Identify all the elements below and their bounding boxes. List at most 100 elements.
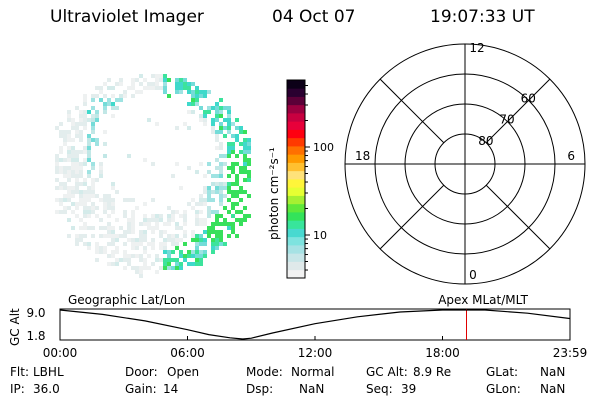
aurora-pixel bbox=[203, 114, 207, 118]
aurora-pixel bbox=[219, 174, 223, 178]
orbit-panel: Geographic Lat/Lon Apex MLat/MLT GC Alt … bbox=[8, 293, 587, 360]
aurora-pixel bbox=[139, 274, 143, 278]
aurora-pixel bbox=[199, 250, 203, 254]
aurora-pixel bbox=[143, 202, 147, 206]
aurora-pixel bbox=[151, 74, 155, 78]
aurora-pixel bbox=[91, 98, 95, 102]
aurora-pixel bbox=[227, 130, 231, 134]
aurora-pixel bbox=[239, 170, 243, 174]
aurora-pixel bbox=[75, 134, 79, 138]
aurora-pixel bbox=[167, 254, 171, 258]
aurora-pixel bbox=[87, 150, 91, 154]
aurora-pixel bbox=[191, 102, 195, 106]
aurora-pixel bbox=[183, 82, 187, 86]
aurora-pixel bbox=[195, 90, 199, 94]
mlt-label-12: 12 bbox=[469, 41, 484, 55]
aurora-pixel bbox=[115, 234, 119, 238]
aurora-pixel bbox=[195, 250, 199, 254]
aurora-pixel bbox=[103, 154, 107, 158]
aurora-pixel bbox=[191, 82, 195, 86]
aurora-pixel bbox=[163, 258, 167, 262]
colorbar-cell bbox=[287, 88, 305, 97]
aurora-pixel bbox=[203, 94, 207, 98]
door-label: Door: bbox=[125, 365, 158, 379]
aurora-pixel bbox=[95, 110, 99, 114]
aurora-pixel bbox=[203, 118, 207, 122]
aurora-pixel bbox=[63, 174, 67, 178]
aurora-pixel bbox=[143, 158, 147, 162]
aurora-pixel bbox=[127, 218, 131, 222]
aurora-pixel bbox=[247, 146, 251, 150]
aurora-pixel bbox=[219, 190, 223, 194]
colorbar-cell bbox=[287, 261, 305, 271]
ip-value: 36.0 bbox=[33, 382, 60, 396]
aurora-pixel bbox=[107, 222, 111, 226]
aurora-pixel bbox=[239, 130, 243, 134]
aurora-pixel bbox=[75, 162, 79, 166]
aurora-pixel bbox=[179, 254, 183, 258]
aurora-pixel bbox=[83, 222, 87, 226]
aurora-pixel bbox=[163, 242, 167, 246]
aurora-pixel bbox=[231, 162, 235, 166]
aurora-pixel bbox=[131, 198, 135, 202]
aurora-pixel bbox=[67, 150, 71, 154]
aurora-pixel bbox=[95, 178, 99, 182]
aurora-pixel bbox=[151, 242, 155, 246]
aurora-pixel bbox=[79, 190, 83, 194]
aurora-pixel bbox=[243, 138, 247, 142]
aurora-pixel bbox=[63, 186, 67, 190]
aurora-pixel bbox=[79, 130, 83, 134]
aurora-pixel bbox=[103, 142, 107, 146]
aurora-pixel bbox=[67, 138, 71, 142]
aurora-pixel bbox=[187, 90, 191, 94]
aurora-pixel bbox=[139, 90, 143, 94]
aurora-pixel bbox=[123, 198, 127, 202]
aurora-pixel bbox=[179, 266, 183, 270]
aurora-pixel bbox=[131, 78, 135, 82]
aurora-pixel bbox=[219, 146, 223, 150]
aurora-pixel bbox=[139, 242, 143, 246]
aurora-pixel bbox=[207, 230, 211, 234]
dsp-label: Dsp: bbox=[246, 382, 273, 396]
aurora-pixel bbox=[199, 238, 203, 242]
aurora-pixel bbox=[111, 238, 115, 242]
aurora-pixel bbox=[75, 170, 79, 174]
aurora-pixel bbox=[211, 198, 215, 202]
aurora-pixel bbox=[59, 182, 63, 186]
aurora-pixel bbox=[175, 266, 179, 270]
aurora-pixel bbox=[71, 154, 75, 158]
aurora-pixel bbox=[239, 186, 243, 190]
aurora-pixel bbox=[227, 174, 231, 178]
aurora-pixel bbox=[151, 162, 155, 166]
colorbar-cell bbox=[287, 212, 305, 221]
aurora-pixel bbox=[231, 230, 235, 234]
aurora-pixel bbox=[147, 254, 151, 258]
aurora-pixel bbox=[155, 258, 159, 262]
aurora-pixel bbox=[163, 230, 167, 234]
colorbar-gradient bbox=[287, 80, 305, 279]
aurora-pixel bbox=[75, 190, 79, 194]
aurora-pixel bbox=[219, 162, 223, 166]
aurora-pixel bbox=[87, 206, 91, 210]
aurora-pixel bbox=[227, 234, 231, 238]
aurora-pixel bbox=[219, 214, 223, 218]
aurora-pixel bbox=[107, 206, 111, 210]
aurora-pixel bbox=[183, 222, 187, 226]
aurora-pixel bbox=[67, 146, 71, 150]
aurora-pixel bbox=[159, 74, 163, 78]
aurora-pixel bbox=[227, 226, 231, 230]
aurora-pixel bbox=[203, 202, 207, 206]
aurora-pixel bbox=[95, 86, 99, 90]
aurora-pixel bbox=[211, 118, 215, 122]
aurora-pixel bbox=[75, 174, 79, 178]
aurora-pixel bbox=[103, 102, 107, 106]
aurora-pixel bbox=[99, 170, 103, 174]
aurora-pixel bbox=[215, 106, 219, 110]
aurora-pixel bbox=[163, 78, 167, 82]
colorbar-frame bbox=[286, 79, 306, 279]
aurora-pixel bbox=[163, 74, 167, 78]
aurora-pixel bbox=[87, 186, 91, 190]
aurora-pixel bbox=[119, 82, 123, 86]
aurora-pixel bbox=[71, 202, 75, 206]
aurora-pixel bbox=[159, 86, 163, 90]
